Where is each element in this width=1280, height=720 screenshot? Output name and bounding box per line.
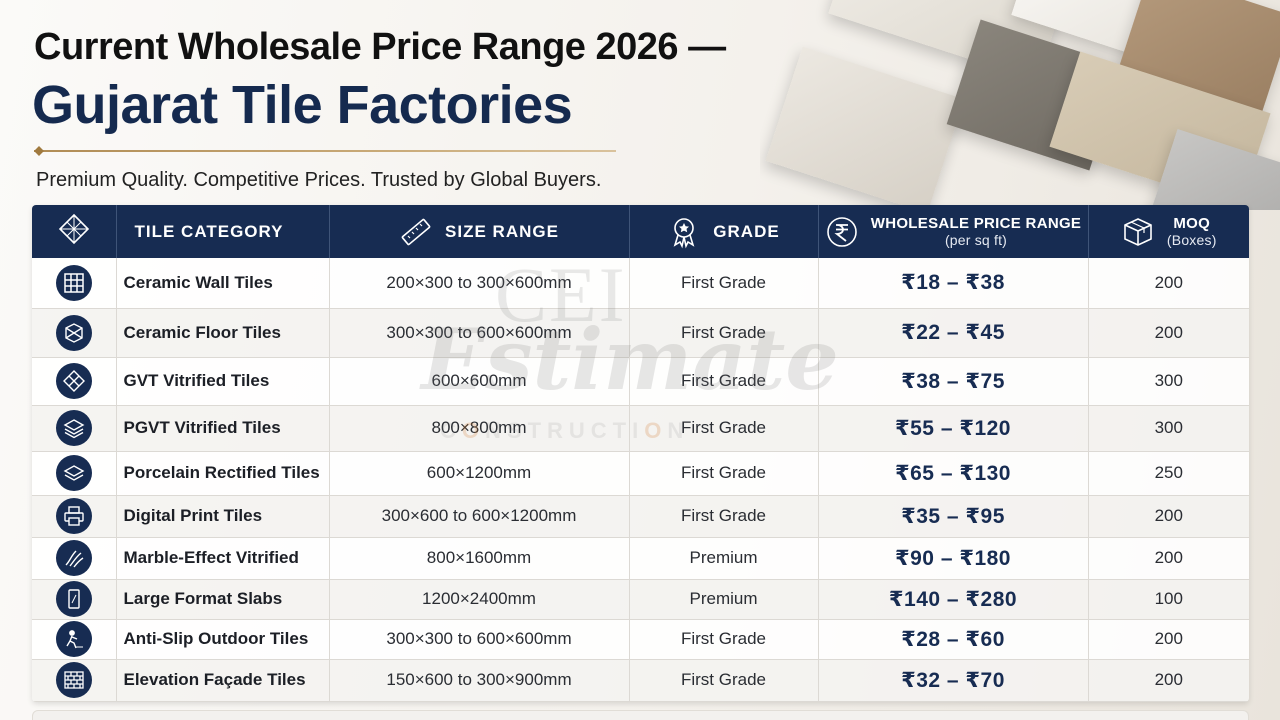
grade-cell: First Grade bbox=[629, 451, 819, 496]
grade-cell: First Grade bbox=[629, 258, 819, 309]
size-cell: 200×300 to 300×600mm bbox=[329, 258, 630, 309]
size-cell: 600×1200mm bbox=[329, 451, 630, 496]
moq-cell: 300 bbox=[1088, 357, 1249, 406]
moq-cell: 300 bbox=[1088, 405, 1249, 452]
category-cell: PGVT Vitrified Tiles bbox=[116, 405, 330, 452]
price-cell: ₹22 – ₹45 bbox=[818, 308, 1089, 358]
size-cell: 300×300 to 600×600mm bbox=[329, 619, 630, 660]
table-header-row: TILE CATEGORY SIZE RANGE bbox=[32, 205, 1249, 258]
tile-grid-icon bbox=[57, 212, 91, 246]
table-row: Porcelain Rectified Tiles 600×1200mm Fir… bbox=[32, 451, 1249, 496]
header-moq: MOQ (Boxes) bbox=[1088, 205, 1249, 258]
grade-cell: Premium bbox=[629, 537, 819, 580]
layers-icon bbox=[55, 455, 92, 491]
page-subtitle: Premium Quality. Competitive Prices. Tru… bbox=[36, 169, 602, 191]
grade-cell: First Grade bbox=[629, 619, 819, 660]
moq-cell: 100 bbox=[1088, 579, 1249, 620]
table-row: Ceramic Wall Tiles 200×300 to 300×600mm … bbox=[32, 258, 1249, 309]
header-size: SIZE RANGE bbox=[329, 205, 630, 258]
size-cell: 1200×2400mm bbox=[329, 579, 630, 620]
category-cell: Large Format Slabs bbox=[116, 579, 330, 620]
size-cell: 800×1600mm bbox=[329, 537, 630, 580]
grid-icon bbox=[55, 264, 92, 301]
table-row: Elevation Façade Tiles 150×600 to 300×90… bbox=[32, 659, 1249, 702]
ruler-icon bbox=[399, 215, 433, 249]
header-moq-unit: (Boxes) bbox=[1166, 232, 1217, 249]
header-grade-label: GRADE bbox=[713, 221, 780, 241]
table-row: Ceramic Floor Tiles 300×300 to 600×600mm… bbox=[32, 308, 1249, 358]
rupee-icon bbox=[825, 215, 859, 249]
price-cell: ₹90 – ₹180 bbox=[818, 537, 1089, 580]
price-cell: ₹38 – ₹75 bbox=[818, 357, 1089, 406]
header-price-unit: (per sq ft) bbox=[944, 232, 1008, 249]
price-cell: ₹140 – ₹280 bbox=[818, 579, 1089, 620]
size-cell: 800×800mm bbox=[329, 405, 630, 452]
price-cell: ₹18 – ₹38 bbox=[818, 258, 1089, 309]
moq-cell: 200 bbox=[1088, 258, 1249, 309]
grade-cell: First Grade bbox=[629, 308, 819, 358]
header-category: TILE CATEGORY bbox=[116, 205, 330, 258]
header-price-label: WHOLESALE PRICE RANGE bbox=[870, 214, 1082, 232]
grade-cell: First Grade bbox=[629, 357, 819, 406]
moq-cell: 200 bbox=[1088, 495, 1249, 538]
page-title-line1: Current Wholesale Price Range 2026 — bbox=[34, 26, 726, 68]
moq-cell: 200 bbox=[1088, 659, 1249, 702]
size-cell: 300×300 to 600×600mm bbox=[329, 308, 630, 358]
price-cell: ₹35 – ₹95 bbox=[818, 495, 1089, 538]
category-cell: GVT Vitrified Tiles bbox=[116, 357, 330, 406]
page-title-line2: Gujarat Tile Factories bbox=[32, 75, 573, 135]
category-cell: Marble-Effect Vitrified bbox=[116, 537, 330, 580]
header-moq-label: MOQ bbox=[1173, 214, 1211, 232]
diamond-tile-icon bbox=[55, 363, 92, 399]
marble-icon bbox=[55, 540, 92, 576]
category-cell: Anti-Slip Outdoor Tiles bbox=[116, 619, 330, 660]
header-grade: GRADE bbox=[629, 205, 819, 258]
table-row: Large Format Slabs 1200×2400mm Premium ₹… bbox=[32, 579, 1249, 620]
floor-tile-icon bbox=[55, 314, 92, 351]
header-icon-cell bbox=[32, 205, 117, 258]
brick-wall-icon bbox=[55, 662, 92, 698]
award-badge-icon bbox=[667, 215, 701, 249]
header-price: WHOLESALE PRICE RANGE (per sq ft) bbox=[818, 205, 1089, 258]
moq-cell: 250 bbox=[1088, 451, 1249, 496]
footer-bar bbox=[32, 710, 1249, 720]
slab-icon bbox=[55, 581, 92, 617]
layers-icon bbox=[55, 410, 92, 446]
table-row: Anti-Slip Outdoor Tiles 300×300 to 600×6… bbox=[32, 619, 1249, 660]
table-row: Marble-Effect Vitrified 800×1600mm Premi… bbox=[32, 537, 1249, 580]
price-cell: ₹32 – ₹70 bbox=[818, 659, 1089, 702]
table-row: Digital Print Tiles 300×600 to 600×1200m… bbox=[32, 495, 1249, 538]
price-cell: ₹65 – ₹130 bbox=[818, 451, 1089, 496]
decorative-tiles-image bbox=[760, 0, 1280, 210]
size-cell: 150×600 to 300×900mm bbox=[329, 659, 630, 702]
size-cell: 300×600 to 600×1200mm bbox=[329, 495, 630, 538]
table-row: PGVT Vitrified Tiles 800×800mm First Gra… bbox=[32, 405, 1249, 452]
moq-cell: 200 bbox=[1088, 537, 1249, 580]
header-size-label: SIZE RANGE bbox=[445, 221, 559, 241]
title-divider bbox=[34, 150, 616, 152]
box-icon bbox=[1121, 215, 1155, 249]
grade-cell: First Grade bbox=[629, 495, 819, 538]
price-table: TILE CATEGORY SIZE RANGE bbox=[32, 205, 1249, 702]
grade-cell: First Grade bbox=[629, 659, 819, 702]
size-cell: 600×600mm bbox=[329, 357, 630, 406]
price-cell: ₹55 – ₹120 bbox=[818, 405, 1089, 452]
printer-icon bbox=[55, 498, 92, 534]
moq-cell: 200 bbox=[1088, 308, 1249, 358]
category-cell: Ceramic Wall Tiles bbox=[116, 258, 330, 309]
price-cell: ₹28 – ₹60 bbox=[818, 619, 1089, 660]
category-cell: Ceramic Floor Tiles bbox=[116, 308, 330, 358]
table-row: GVT Vitrified Tiles 600×600mm First Grad… bbox=[32, 357, 1249, 406]
anti-slip-icon bbox=[55, 621, 92, 657]
header-category-label: TILE CATEGORY bbox=[134, 221, 284, 241]
category-cell: Porcelain Rectified Tiles bbox=[116, 451, 330, 496]
category-cell: Elevation Façade Tiles bbox=[116, 659, 330, 702]
moq-cell: 200 bbox=[1088, 619, 1249, 660]
grade-cell: Premium bbox=[629, 579, 819, 620]
category-cell: Digital Print Tiles bbox=[116, 495, 330, 538]
grade-cell: First Grade bbox=[629, 405, 819, 452]
